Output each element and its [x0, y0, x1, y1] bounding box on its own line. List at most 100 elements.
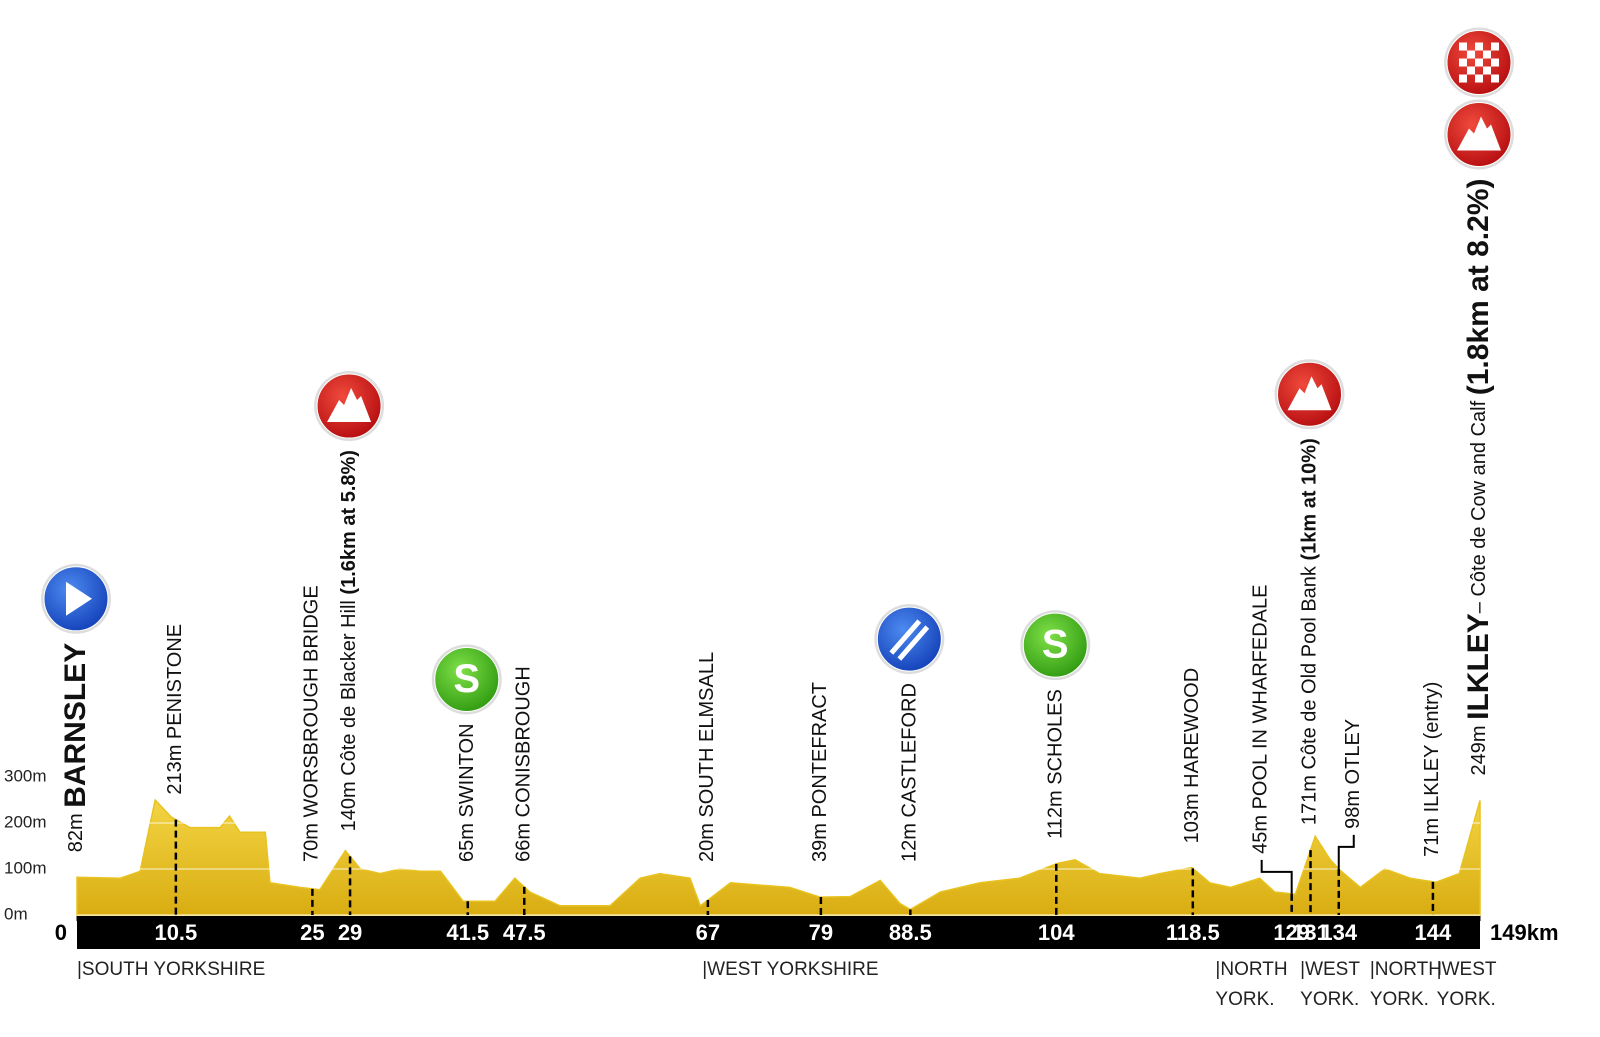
- label-part: 12m CASTLEFORD: [899, 683, 921, 862]
- icon-sprint: S: [1020, 610, 1091, 681]
- region-line: YORK.: [1437, 989, 1496, 1010]
- label-part: 45m POOL IN WHARFEDALE: [1250, 585, 1272, 854]
- checker: [1467, 50, 1475, 59]
- mountain: [327, 388, 372, 423]
- mountain: [1457, 116, 1501, 151]
- checker: [1483, 50, 1491, 59]
- waypoint-label: 103m HAREWOOD: [1181, 668, 1203, 844]
- checker: [1459, 74, 1467, 83]
- x-tick-label: 79: [809, 920, 833, 945]
- distance-bar: [77, 916, 1480, 949]
- x-tick-label: 29: [338, 920, 362, 945]
- checker: [1483, 66, 1491, 75]
- mountain: [1287, 376, 1332, 411]
- waypoint-label: 249m ILKLEY– Côte de Cow and Calf (1.8km…: [1462, 179, 1495, 776]
- waypoint-label: 65m SWINTON: [456, 723, 478, 862]
- label-part: 70m WORSBROUGH BRIDGE: [301, 585, 323, 862]
- elevation-area: [76, 798, 1481, 916]
- waypoint-label: 12m CASTLEFORD: [899, 683, 921, 862]
- icon-disc: [1022, 612, 1088, 678]
- checker: [1459, 58, 1467, 67]
- icon-climb: [314, 371, 385, 442]
- icon-feed: [874, 604, 945, 675]
- sprint-letter: S: [1042, 623, 1069, 667]
- icon-sprint: S: [431, 644, 502, 715]
- x-tick-label: 10.5: [154, 920, 197, 945]
- label-part: 98m OTLEY: [1342, 719, 1364, 829]
- x-tick-label: 0: [55, 920, 67, 945]
- icon-climb: [1274, 359, 1345, 430]
- waypoint-label: 66m CONISBROUGH: [513, 666, 535, 862]
- region-label: |NORTH YORK.: [1370, 959, 1442, 1010]
- label-part: 112m SCHOLES: [1045, 689, 1067, 839]
- region-label: |SOUTH YORKSHIRE: [77, 959, 265, 980]
- icon-disc: [876, 606, 942, 672]
- region-line: |SOUTH YORKSHIRE: [77, 959, 265, 980]
- sprint-letter: S: [453, 657, 480, 701]
- icon-climb: [1444, 99, 1514, 170]
- waypoint-label: 171m Côte de Old Pool Bank (1km at 10%): [1299, 438, 1321, 825]
- x-tick-label: 144: [1415, 920, 1452, 945]
- icon-disc: [434, 646, 500, 712]
- checker: [1491, 74, 1499, 83]
- x-tick-label: 88.5: [889, 920, 932, 945]
- icon-finish: [1444, 27, 1514, 98]
- x-tick-label: 25: [300, 920, 324, 945]
- region-label: |NORTH YORK.: [1215, 959, 1287, 1010]
- checker: [1475, 42, 1483, 51]
- label-part: (1.8km at 8.2%): [1462, 179, 1495, 396]
- region-line: |NORTH: [1370, 959, 1442, 980]
- start-arrow: [66, 581, 92, 616]
- x-tick-label: 47.5: [503, 920, 546, 945]
- x-tick-label: 149km: [1490, 920, 1559, 945]
- region-line: YORK.: [1215, 989, 1274, 1010]
- leader-line: [1260, 859, 1293, 894]
- waypoint-label: 70m WORSBROUGH BRIDGE: [301, 585, 323, 862]
- x-tick-label: 104: [1038, 920, 1075, 945]
- region-line: |WEST: [1437, 959, 1497, 980]
- label-part: 66m CONISBROUGH: [513, 666, 535, 862]
- checker: [1467, 66, 1475, 75]
- y-tick-label: 0m: [4, 904, 28, 923]
- label-part: (1km at 10%): [1299, 438, 1321, 560]
- checker: [1475, 74, 1483, 83]
- label-part: 213m PENISTONE: [164, 624, 186, 795]
- label-part: 39m PONTEFRACT: [809, 682, 831, 862]
- label-part: – Côte de Cow and Calf: [1468, 395, 1490, 613]
- region-line: YORK.: [1370, 989, 1429, 1010]
- y-tick-label: 300m: [4, 766, 47, 785]
- label-part: 171m Côte de Old Pool Bank: [1299, 561, 1321, 826]
- x-tick-label: 134: [1320, 920, 1357, 945]
- region-line: YORK.: [1300, 989, 1359, 1010]
- waypoint-label: 112m SCHOLES: [1045, 689, 1067, 839]
- label-part: 65m SWINTON: [456, 723, 478, 862]
- label-part: ILKLEY: [1462, 613, 1495, 720]
- waypoint-label: 20m SOUTH ELMSALL: [696, 652, 718, 862]
- region-label: |WEST YORK.: [1300, 959, 1360, 1010]
- waypoint-label: 45m POOL IN WHARFEDALE: [1250, 585, 1272, 854]
- waypoint-label: 140m Côte de Blacker Hill (1.6km at 5.8%…: [338, 450, 360, 831]
- region-line: |NORTH: [1215, 959, 1287, 980]
- waypoint-label: 82m BARNSLEY: [59, 643, 92, 852]
- x-tick-label: 118.5: [1166, 920, 1220, 945]
- label-part: (1.6km at 5.8%): [338, 450, 360, 595]
- region-label: |WEST YORKSHIRE: [702, 959, 878, 980]
- waypoint-label: 39m PONTEFRACT: [809, 682, 831, 862]
- checker: [1475, 58, 1483, 67]
- y-tick-label: 100m: [4, 858, 47, 877]
- feed-stroke: [897, 625, 930, 661]
- label-part: BARNSLEY: [59, 643, 92, 808]
- checker: [1459, 42, 1467, 51]
- region-line: |WEST: [1300, 959, 1360, 980]
- feed-stroke: [889, 619, 922, 655]
- y-tick-label: 200m: [4, 812, 47, 831]
- checker: [1491, 58, 1499, 67]
- checker: [1491, 42, 1499, 51]
- waypoint-label: 213m PENISTONE: [164, 624, 186, 795]
- region-label: |WEST YORK.: [1437, 959, 1497, 1010]
- x-tick-label: 131: [1292, 920, 1329, 945]
- label-part: 82m: [65, 808, 87, 852]
- label-part: 71m ILKLEY (entry): [1421, 682, 1443, 857]
- label-part: 20m SOUTH ELMSALL: [696, 652, 718, 862]
